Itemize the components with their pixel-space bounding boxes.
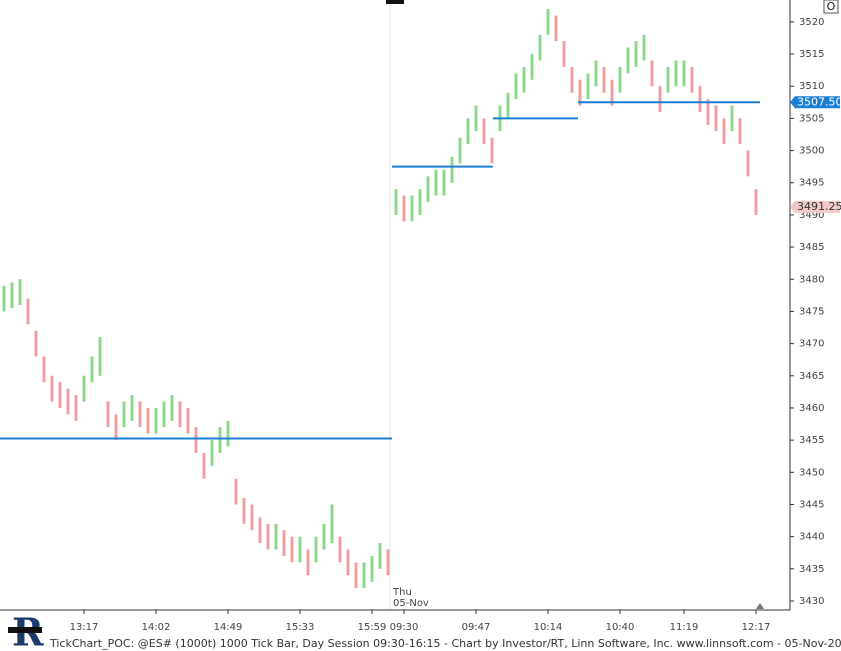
y-tick-label: 3515 — [799, 49, 824, 60]
x-tick-label: 14:49 — [214, 622, 243, 633]
x-tick-label: 09:30 — [390, 622, 419, 633]
x-tick-label: 13:17 — [70, 622, 99, 633]
x-tick-label: 11:19 — [670, 622, 699, 633]
y-tick-label: 3475 — [799, 306, 824, 317]
day-label: Thu — [392, 587, 412, 598]
y-tick-label: 3440 — [799, 532, 824, 543]
y-tick-label: 3510 — [799, 81, 824, 92]
logo-band — [8, 627, 42, 633]
x-tick-label: 15:59 — [358, 622, 387, 633]
x-tick-label: 10:40 — [606, 622, 635, 633]
y-tick-label: 3520 — [799, 17, 824, 28]
y-tick-label: 3455 — [799, 435, 824, 446]
button-label[interactable]: O — [827, 0, 836, 13]
y-tick-label: 3495 — [799, 178, 824, 189]
y-tick-label: 3500 — [799, 146, 824, 157]
y-tick-label: 3485 — [799, 242, 824, 253]
y-tick-label: 3465 — [799, 371, 824, 382]
y-tick-label: 3450 — [799, 467, 824, 478]
y-tick-label: 3490 — [799, 210, 824, 221]
x-tick-label: 15:33 — [286, 622, 315, 633]
y-tick-label: 3470 — [799, 339, 824, 350]
y-tick-label: 3505 — [799, 113, 824, 124]
y-tick-label: 3445 — [799, 499, 824, 510]
last-price-label: 3491.25 — [797, 200, 841, 213]
x-tick-label: 09:47 — [462, 622, 491, 633]
button[interactable] — [823, 0, 839, 14]
scroll-marker — [386, 0, 404, 4]
x-tick-label: 10:14 — [534, 622, 563, 633]
date-label: 05-Nov — [393, 598, 429, 609]
x-tick-label: 12:17 — [742, 622, 771, 633]
poc-price-box — [790, 96, 840, 109]
scroll-arrow[interactable] — [756, 603, 764, 609]
y-tick-label: 3480 — [799, 274, 824, 285]
y-tick-label: 3430 — [799, 596, 824, 607]
poc-price-label: 3507.50 — [797, 95, 841, 108]
logo: R — [8, 610, 44, 651]
y-tick-label: 3460 — [799, 403, 824, 414]
footer: TickChart_POC: @ES# (1000t) 1000 Tick Ba… — [49, 637, 841, 650]
plot-area — [0, 0, 790, 610]
last-price-box — [790, 200, 840, 213]
y-tick-label: 3435 — [799, 564, 824, 575]
x-tick-label: 14:02 — [142, 622, 171, 633]
